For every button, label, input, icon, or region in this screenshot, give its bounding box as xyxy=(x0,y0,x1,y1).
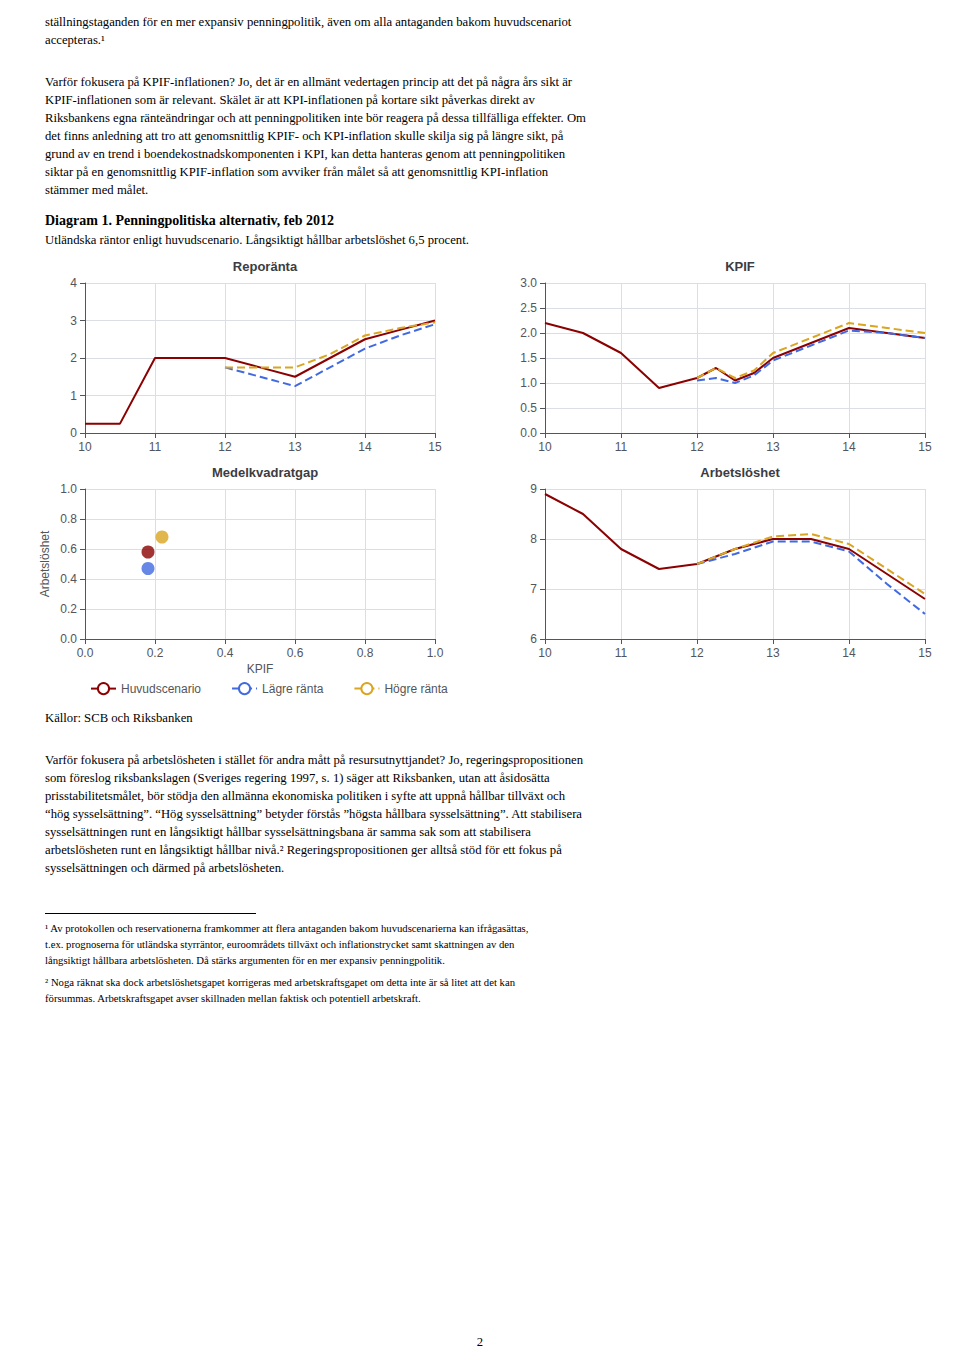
svg-text:Huvudscenario: Huvudscenario xyxy=(121,682,201,696)
svg-text:2.0: 2.0 xyxy=(520,326,537,340)
svg-text:10: 10 xyxy=(78,440,92,454)
svg-text:10: 10 xyxy=(538,440,552,454)
svg-text:1.0: 1.0 xyxy=(520,376,537,390)
svg-text:14: 14 xyxy=(842,646,856,660)
svg-text:0.5: 0.5 xyxy=(520,401,537,415)
html-text:prisstabilitetsmålet, bör stöd: prisstabilitetsmålet, bör stödja den all… xyxy=(45,789,566,803)
svg-text:11: 11 xyxy=(149,440,162,454)
html-text:accepteras.¹: accepteras.¹ xyxy=(45,33,105,47)
svg-text:13: 13 xyxy=(766,646,780,660)
html-text:Utländska räntor enligt huvuds: Utländska räntor enligt huvudscenario. L… xyxy=(45,233,469,247)
svg-text:0.6: 0.6 xyxy=(60,542,77,556)
svg-text:9: 9 xyxy=(530,482,537,496)
html-text:det finns anledning att tro at: det finns anledning att tro att genomsni… xyxy=(45,129,564,143)
html-text:grund av en trend i boendekost: grund av en trend i boendekostnadskompon… xyxy=(45,147,566,161)
svg-text:12: 12 xyxy=(690,646,704,660)
svg-text:2.5: 2.5 xyxy=(520,301,537,315)
svg-text:1.5: 1.5 xyxy=(520,351,537,365)
svg-text:0.8: 0.8 xyxy=(357,646,374,660)
svg-text:12: 12 xyxy=(218,440,232,454)
svg-text:0.4: 0.4 xyxy=(60,572,77,586)
html-text:t.ex. prognoserna för utländsk: t.ex. prognoserna för utländska styrränt… xyxy=(45,938,515,950)
svg-text:0.8: 0.8 xyxy=(60,512,77,526)
html-text:“hög sysselsättning”. “Hög sys: “hög sysselsättning”. “Hög sysselsättnin… xyxy=(45,807,582,821)
svg-text:7: 7 xyxy=(530,582,537,596)
svg-text:1.0: 1.0 xyxy=(60,482,77,496)
svg-text:11: 11 xyxy=(615,440,628,454)
html-text:sysselsättningen runt en långs: sysselsättningen runt en långsiktigt hål… xyxy=(45,825,531,839)
svg-text:Arbetslöshet: Arbetslöshet xyxy=(38,530,52,597)
svg-text:10: 10 xyxy=(538,646,552,660)
html-text:Varför fokusera på KPIF-inflat: Varför fokusera på KPIF-inflationen? Jo,… xyxy=(45,75,572,89)
svg-text:Lägre ränta: Lägre ränta xyxy=(262,682,324,696)
html-text:stämmer med målet.: stämmer med målet. xyxy=(45,183,149,197)
svg-text:8: 8 xyxy=(530,532,537,546)
svg-text:13: 13 xyxy=(766,440,780,454)
html-text:långsiktigt hållbara arbetslös: långsiktigt hållbara arbetslösheten. Då … xyxy=(45,954,445,966)
svg-text:0: 0 xyxy=(70,426,77,440)
svg-text:0.2: 0.2 xyxy=(147,646,164,660)
svg-text:Högre ränta: Högre ränta xyxy=(384,682,448,696)
svg-text:Reporänta: Reporänta xyxy=(233,259,298,274)
svg-text:Arbetslöshet: Arbetslöshet xyxy=(700,465,780,480)
html-text:KPIF-inflationen som är releva: KPIF-inflationen som är relevant. Skälet… xyxy=(45,93,535,107)
html-text:² Noga räknat ska dock arbetsl: ² Noga räknat ska dock arbetslöshetsgape… xyxy=(45,976,515,988)
svg-text:12: 12 xyxy=(690,440,704,454)
svg-text:0.4: 0.4 xyxy=(217,646,234,660)
svg-text:1.0: 1.0 xyxy=(427,646,444,660)
svg-text:14: 14 xyxy=(358,440,372,454)
svg-text:0.2: 0.2 xyxy=(60,602,77,616)
html-text:ställningstaganden för en mer: ställningstaganden för en mer expansiv p… xyxy=(45,15,572,29)
svg-text:11: 11 xyxy=(615,646,628,660)
svg-text:15: 15 xyxy=(918,646,932,660)
svg-text:15: 15 xyxy=(428,440,442,454)
html-text:Diagram 1. Penningpolitiska al: Diagram 1. Penningpolitiska alternativ, … xyxy=(45,213,334,228)
svg-text:0.0: 0.0 xyxy=(520,426,537,440)
svg-text:Medelkvadratgap: Medelkvadratgap xyxy=(212,465,318,480)
svg-text:KPIF: KPIF xyxy=(725,259,755,274)
html-text:Riksbankens egna ränteändringa: Riksbankens egna ränteändringar och att … xyxy=(45,111,586,125)
svg-text:0.0: 0.0 xyxy=(60,632,77,646)
html-text:2: 2 xyxy=(476,1335,484,1349)
svg-text:13: 13 xyxy=(288,440,302,454)
html-text:¹ Av protokollen och reservati: ¹ Av protokollen och reservationerna fra… xyxy=(45,922,529,934)
html-text:sysselsättningen och därmed på: sysselsättningen och därmed på arbetslös… xyxy=(45,861,285,875)
svg-text:14: 14 xyxy=(842,440,856,454)
svg-text:3.0: 3.0 xyxy=(520,276,537,290)
html-text:arbetslösheten runt en långsik: arbetslösheten runt en långsiktigt hållb… xyxy=(45,843,562,857)
html-text:Källor: SCB och Riksbanken: Källor: SCB och Riksbanken xyxy=(45,711,193,725)
svg-text:2: 2 xyxy=(70,351,77,365)
svg-text:0.6: 0.6 xyxy=(287,646,304,660)
svg-text:1: 1 xyxy=(70,389,77,403)
svg-text:15: 15 xyxy=(918,440,932,454)
html-text:siktar på en genomsnittlig KPI: siktar på en genomsnittlig KPIF-inflatio… xyxy=(45,165,549,179)
svg-text:4: 4 xyxy=(70,276,77,290)
html-text:försummas. Arbetskraftsgapet a: försummas. Arbetskraftsgapet avser skill… xyxy=(45,992,421,1004)
svg-text:KPIF: KPIF xyxy=(247,662,274,676)
html-text:Varför fokusera på arbetslöshe: Varför fokusera på arbetslösheten i stäl… xyxy=(45,753,583,767)
svg-text:3: 3 xyxy=(70,314,77,328)
svg-text:6: 6 xyxy=(530,632,537,646)
html-text:som föreslog riksbankslagen (S: som föreslog riksbankslagen (Sveriges re… xyxy=(45,771,550,785)
svg-text:0.0: 0.0 xyxy=(77,646,94,660)
